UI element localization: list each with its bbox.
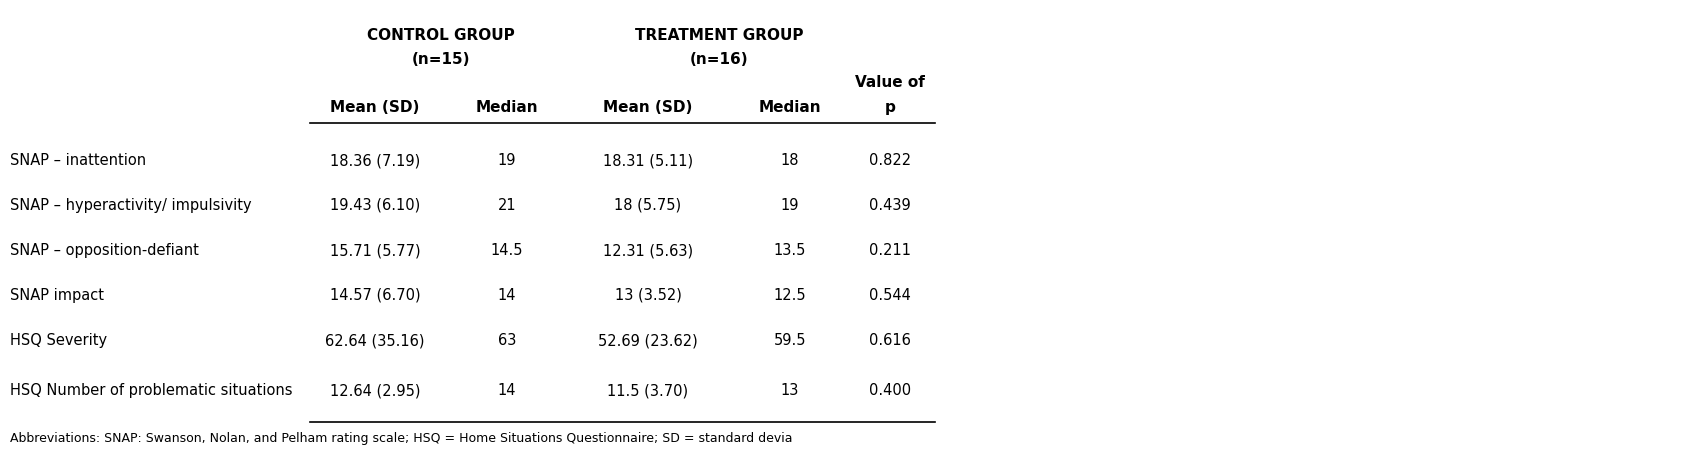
Text: HSQ Number of problematic situations: HSQ Number of problematic situations	[10, 383, 293, 398]
Text: Mean (SD): Mean (SD)	[604, 100, 693, 115]
Text: 13: 13	[781, 383, 800, 398]
Text: 0.822: 0.822	[869, 153, 911, 168]
Text: 59.5: 59.5	[774, 333, 807, 348]
Text: Abbreviations: SNAP: Swanson, Nolan, and Pelham rating scale; HSQ = Home Situati: Abbreviations: SNAP: Swanson, Nolan, and…	[10, 432, 793, 445]
Text: 0.211: 0.211	[869, 243, 911, 258]
Text: 18: 18	[781, 153, 800, 168]
Text: 18 (5.75): 18 (5.75)	[614, 198, 681, 213]
Text: 19: 19	[497, 153, 516, 168]
Text: 52.69 (23.62): 52.69 (23.62)	[599, 333, 698, 348]
Text: 12.31 (5.63): 12.31 (5.63)	[604, 243, 693, 258]
Text: 13.5: 13.5	[774, 243, 807, 258]
Text: 19: 19	[781, 198, 800, 213]
Text: CONTROL GROUP: CONTROL GROUP	[367, 28, 514, 43]
Text: 63: 63	[497, 333, 516, 348]
Text: 12.64 (2.95): 12.64 (2.95)	[330, 383, 421, 398]
Text: 14: 14	[497, 288, 516, 303]
Text: 18.36 (7.19): 18.36 (7.19)	[330, 153, 419, 168]
Text: 18.31 (5.11): 18.31 (5.11)	[604, 153, 693, 168]
Text: Mean (SD): Mean (SD)	[330, 100, 419, 115]
Text: Value of: Value of	[856, 75, 925, 90]
Text: HSQ Severity: HSQ Severity	[10, 333, 107, 348]
Text: 12.5: 12.5	[774, 288, 807, 303]
Text: Median: Median	[759, 100, 822, 115]
Text: Median: Median	[475, 100, 538, 115]
Text: 62.64 (35.16): 62.64 (35.16)	[325, 333, 424, 348]
Text: 19.43 (6.10): 19.43 (6.10)	[330, 198, 419, 213]
Text: (n=16): (n=16)	[690, 52, 749, 67]
Text: 11.5 (3.70): 11.5 (3.70)	[607, 383, 688, 398]
Text: 0.400: 0.400	[869, 383, 911, 398]
Text: 14: 14	[497, 383, 516, 398]
Text: SNAP – inattention: SNAP – inattention	[10, 153, 145, 168]
Text: 0.439: 0.439	[869, 198, 911, 213]
Text: 0.544: 0.544	[869, 288, 911, 303]
Text: 0.616: 0.616	[869, 333, 911, 348]
Text: (n=15): (n=15)	[411, 52, 470, 67]
Text: SNAP impact: SNAP impact	[10, 288, 105, 303]
Text: p: p	[884, 100, 896, 115]
Text: SNAP – hyperactivity/ impulsivity: SNAP – hyperactivity/ impulsivity	[10, 198, 252, 213]
Text: 14.5: 14.5	[490, 243, 523, 258]
Text: SNAP – opposition-defiant: SNAP – opposition-defiant	[10, 243, 200, 258]
Text: 15.71 (5.77): 15.71 (5.77)	[330, 243, 421, 258]
Text: 21: 21	[497, 198, 516, 213]
Text: 13 (3.52): 13 (3.52)	[614, 288, 681, 303]
Text: TREATMENT GROUP: TREATMENT GROUP	[634, 28, 803, 43]
Text: 14.57 (6.70): 14.57 (6.70)	[330, 288, 421, 303]
